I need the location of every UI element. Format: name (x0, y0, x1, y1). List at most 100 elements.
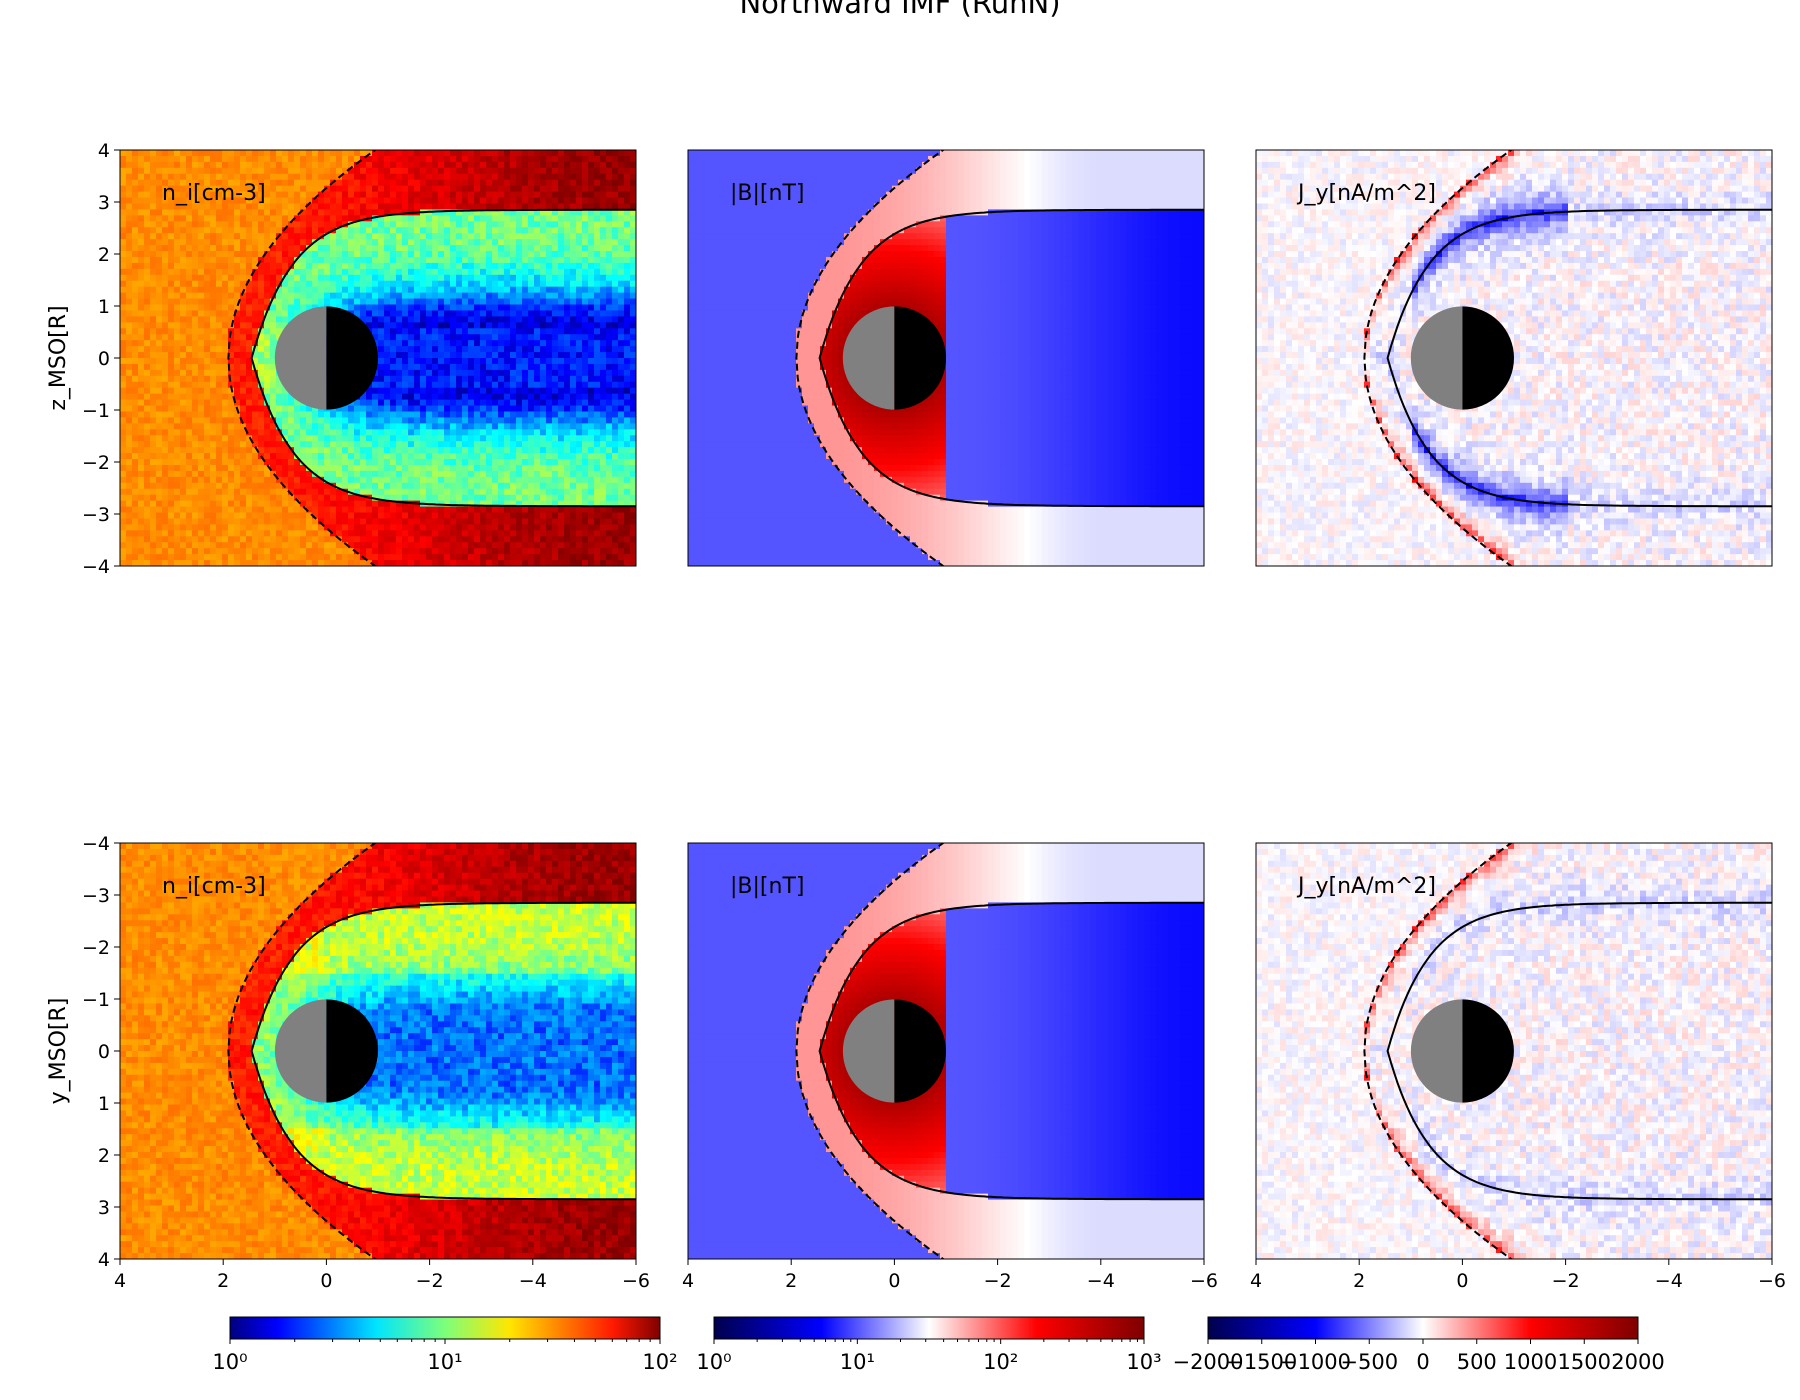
heatmap-cell (498, 173, 505, 181)
heatmap-cell (264, 316, 271, 323)
heatmap-cell (288, 304, 295, 312)
heatmap-cell (516, 298, 523, 306)
heatmap-cell (456, 447, 463, 454)
heatmap-cell (354, 464, 361, 472)
heatmap-cell (390, 352, 397, 359)
heatmap-cell (354, 453, 361, 460)
heatmap-cell (138, 185, 145, 193)
heatmap-cell (420, 280, 427, 288)
heatmap-cell (168, 233, 175, 240)
heatmap-cell (240, 245, 247, 252)
heatmap-cell (264, 441, 271, 448)
heatmap-cell (348, 203, 355, 211)
heatmap-cell (258, 191, 265, 199)
heatmap-cell (426, 405, 433, 413)
heatmap-cell (222, 435, 229, 442)
heatmap-cell (246, 393, 253, 401)
heatmap-cell (234, 245, 241, 252)
heatmap-cell (336, 245, 343, 252)
heatmap-cell (192, 482, 199, 490)
heatmap-cell (198, 530, 205, 537)
heatmap-cell (492, 423, 499, 430)
heatmap-cell (150, 393, 157, 401)
heatmap-cell (324, 417, 331, 424)
heatmap-cell (186, 334, 193, 341)
heatmap-cell (540, 417, 547, 424)
heatmap-cell (180, 387, 187, 395)
heatmap-cell (348, 161, 355, 169)
heatmap-cell (318, 518, 325, 525)
heatmap-cell (168, 542, 175, 549)
heatmap-cell (540, 310, 547, 317)
heatmap-cell (528, 435, 535, 442)
heatmap-cell (210, 470, 217, 478)
heatmap-cell (264, 375, 271, 383)
heatmap-cell (498, 548, 505, 555)
heatmap-cell (342, 411, 349, 419)
heatmap-cell (342, 227, 349, 234)
heatmap-cell (480, 322, 487, 329)
heatmap-cell (492, 191, 499, 199)
heatmap-cell (360, 393, 367, 401)
heatmap-cell (126, 548, 133, 555)
heatmap-cell (438, 411, 445, 419)
heatmap-cell (498, 405, 505, 413)
heatmap-cell (492, 447, 499, 454)
heatmap-cell (462, 447, 469, 454)
heatmap-cell (204, 221, 211, 228)
heatmap-cell (510, 488, 517, 496)
heatmap-cell (294, 239, 301, 246)
heatmap-cell (216, 536, 223, 543)
heatmap-cell (168, 381, 175, 389)
heatmap-cell (132, 548, 139, 555)
heatmap-cell (456, 209, 463, 216)
heatmap-cell (372, 292, 379, 300)
heatmap-cell (468, 506, 475, 514)
heatmap-cell (264, 381, 271, 389)
heatmap-cell (354, 215, 361, 222)
heatmap-cell (270, 405, 277, 413)
heatmap-cell (444, 453, 451, 460)
heatmap-cell (216, 560, 223, 566)
heatmap-cell (474, 179, 481, 187)
heatmap-cell (390, 173, 397, 181)
heatmap-cell (348, 482, 355, 490)
heatmap-cell (330, 203, 337, 211)
heatmap-cell (396, 179, 403, 187)
heatmap-cell (468, 346, 475, 353)
heatmap-cell (168, 447, 175, 454)
heatmap-cell (336, 239, 343, 246)
heatmap-cell (168, 387, 175, 395)
heatmap-cell (372, 459, 379, 466)
heatmap-cell (480, 494, 487, 502)
heatmap-cell (192, 239, 199, 246)
heatmap-cell (378, 423, 385, 430)
heatmap-cell (120, 464, 127, 472)
heatmap-cell (270, 399, 277, 407)
heatmap-cell (426, 227, 433, 234)
heatmap-cell (180, 554, 187, 561)
heatmap-cell (180, 286, 187, 294)
heatmap-cell (234, 322, 241, 329)
heatmap-cell (336, 209, 343, 216)
heatmap-cell (468, 405, 475, 413)
heatmap-cell (342, 548, 349, 555)
heatmap-cell (126, 191, 133, 199)
heatmap-cell (474, 476, 481, 484)
heatmap-cell (408, 524, 415, 531)
heatmap-cell (354, 197, 361, 205)
heatmap-cell (444, 340, 451, 347)
heatmap-cell (450, 262, 457, 270)
heatmap-cell (528, 429, 535, 436)
heatmap-cell (120, 524, 127, 531)
heatmap-cell (534, 482, 541, 490)
heatmap-cell (378, 459, 385, 466)
heatmap-cell (354, 554, 361, 561)
heatmap-cell (192, 375, 199, 383)
heatmap-cell (498, 167, 505, 175)
heatmap-cell (522, 548, 529, 555)
heatmap-cell (144, 150, 151, 157)
heatmap-cell (504, 358, 511, 365)
heatmap-cell (144, 221, 151, 228)
heatmap-cell (294, 536, 301, 543)
